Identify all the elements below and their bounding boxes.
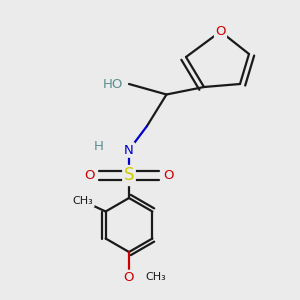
Text: O: O <box>215 25 226 38</box>
Text: HO: HO <box>103 77 123 91</box>
Text: CH₃: CH₃ <box>146 272 166 283</box>
Text: S: S <box>124 167 134 184</box>
Text: O: O <box>84 169 94 182</box>
Text: H: H <box>94 140 104 154</box>
Text: CH₃: CH₃ <box>73 196 94 206</box>
Text: N: N <box>124 143 134 157</box>
Text: O: O <box>164 169 174 182</box>
Text: O: O <box>124 271 134 284</box>
